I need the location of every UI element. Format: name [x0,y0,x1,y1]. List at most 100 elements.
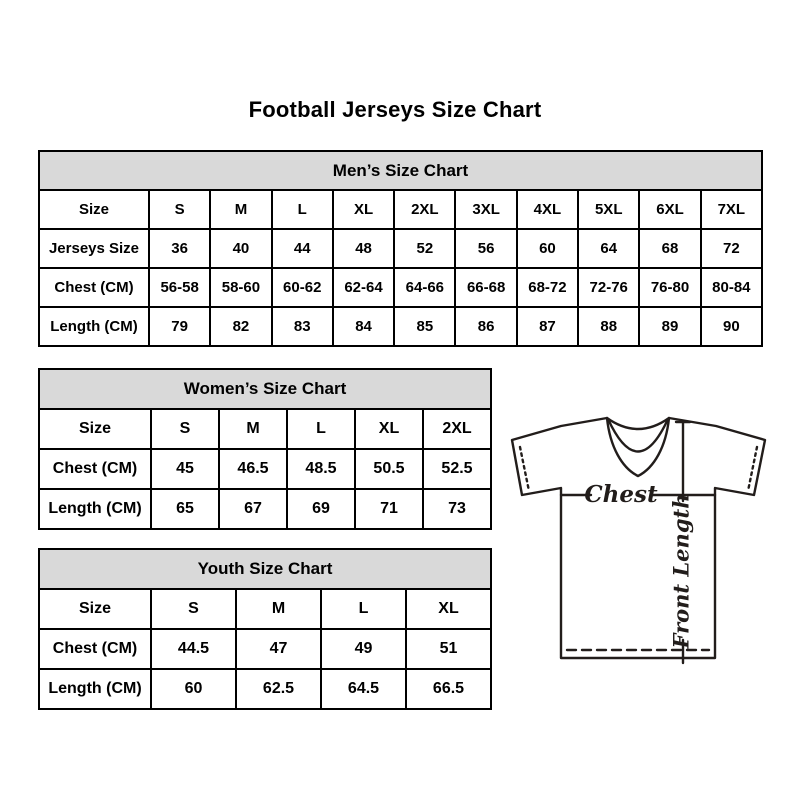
table-cell: 64 [577,228,641,269]
table-cell: 60 [515,228,580,269]
table-cell: 72 [699,228,764,269]
row-label: Size [38,189,150,230]
table-cell: 47 [235,628,322,670]
table-row: Length (CM) 60 62.5 64.5 66.5 [38,668,492,710]
table-cell: 62-64 [331,267,396,308]
table-cell: 67 [218,488,288,530]
row-label: Size [38,588,152,630]
table-cell: 56 [454,228,518,269]
table-cell: 84 [331,306,396,347]
table-cell: M [235,588,322,630]
table-cell: 2XL [393,189,457,230]
table-row: Jerseys Size 36 40 44 48 52 56 60 64 68 … [38,228,764,269]
table-cell: 5XL [577,189,641,230]
table-cell: 76-80 [638,267,702,308]
table-cell: 82 [209,306,273,347]
table-cell: M [209,189,273,230]
table-cell: XL [331,189,396,230]
table-cell: 52 [393,228,457,269]
table-cell: M [218,408,288,450]
table-cell: 79 [147,306,212,347]
table-cell: L [286,408,356,450]
table-row: Size S M L XL [38,588,492,630]
table-cell: XL [354,408,424,450]
chest-measure-label: Chest [584,481,658,508]
table-cell: 44.5 [150,628,237,670]
table-cell: 88 [577,306,641,347]
table-cell: 51 [405,628,492,670]
row-label: Length (CM) [38,668,152,710]
table-cell: 64-66 [393,267,457,308]
right-cuff-stitch-line [746,445,759,493]
table-cell: 89 [638,306,702,347]
collar-rib-inner [606,417,670,453]
table-cell: 7XL [699,189,764,230]
row-label: Size [38,408,152,450]
mens-table-title-row: Men’s Size Chart [38,150,763,191]
row-label: Chest (CM) [38,448,152,490]
row-label: Length (CM) [38,488,152,530]
row-label: Chest (CM) [38,267,150,308]
mens-table-title: Men’s Size Chart [38,150,763,191]
row-label: Jerseys Size [38,228,150,269]
table-cell: 86 [454,306,518,347]
table-row: Length (CM) 65 67 69 71 73 [38,488,492,530]
table-cell: 80-84 [699,267,764,308]
womens-table-title-row: Women’s Size Chart [38,368,492,410]
table-cell: 45 [150,448,220,490]
left-cuff-stitch-line [518,445,531,493]
table-cell: 73 [422,488,492,530]
table-cell: 60 [150,668,237,710]
table-cell: 60-62 [270,267,334,308]
table-cell: 72-76 [577,267,641,308]
table-cell: 40 [209,228,273,269]
table-cell: 3XL [454,189,518,230]
table-row: Length (CM) 79 82 83 84 85 86 87 88 89 9… [38,306,764,347]
row-label: Length (CM) [38,306,150,347]
mens-size-table: Men’s Size Chart Size S M L XL 2XL 3XL 4… [38,150,764,347]
table-cell: 46.5 [218,448,288,490]
table-row: Size S M L XL 2XL 3XL 4XL 5XL 6XL 7XL [38,189,764,230]
table-cell: 36 [147,228,212,269]
page-title: Football Jerseys Size Chart [248,97,542,122]
table-cell: S [150,588,237,630]
table-cell: 66.5 [405,668,492,710]
table-cell: 56-58 [147,267,212,308]
table-row: Chest (CM) 45 46.5 48.5 50.5 52.5 [38,448,492,490]
womens-table-title: Women’s Size Chart [38,368,492,410]
table-cell: 2XL [422,408,492,450]
table-cell: L [270,189,334,230]
table-cell: 58-60 [209,267,273,308]
table-cell: 64.5 [320,668,407,710]
youth-size-table: Youth Size Chart Size S M L XL Chest (CM… [38,548,492,710]
table-cell: 4XL [515,189,580,230]
jersey-outline [510,416,767,660]
jersey-measurement-diagram: Chest Front Length [504,402,776,668]
youth-table-title-row: Youth Size Chart [38,548,492,590]
table-row: Size S M L XL 2XL [38,408,492,450]
table-cell: 65 [150,488,220,530]
row-label: Chest (CM) [38,628,152,670]
table-cell: XL [405,588,492,630]
table-cell: 44 [270,228,334,269]
table-cell: 62.5 [235,668,322,710]
table-cell: 48.5 [286,448,356,490]
table-cell: 48 [331,228,396,269]
table-cell: 69 [286,488,356,530]
youth-table-title: Youth Size Chart [38,548,492,590]
jersey-illustration: Chest Front Length [510,416,767,665]
table-cell: L [320,588,407,630]
table-cell: 83 [270,306,334,347]
table-cell: 52.5 [422,448,492,490]
table-cell: 50.5 [354,448,424,490]
table-cell: 66-68 [454,267,518,308]
collar-rib-outer [605,416,671,431]
womens-size-table: Women’s Size Chart Size S M L XL 2XL Che… [38,368,492,530]
table-cell: 87 [515,306,580,347]
table-cell: S [150,408,220,450]
table-cell: 49 [320,628,407,670]
table-row: Chest (CM) 44.5 47 49 51 [38,628,492,670]
table-cell: 6XL [638,189,702,230]
table-row: Chest (CM) 56-58 58-60 60-62 62-64 64-66… [38,267,764,308]
table-cell: 68-72 [515,267,580,308]
